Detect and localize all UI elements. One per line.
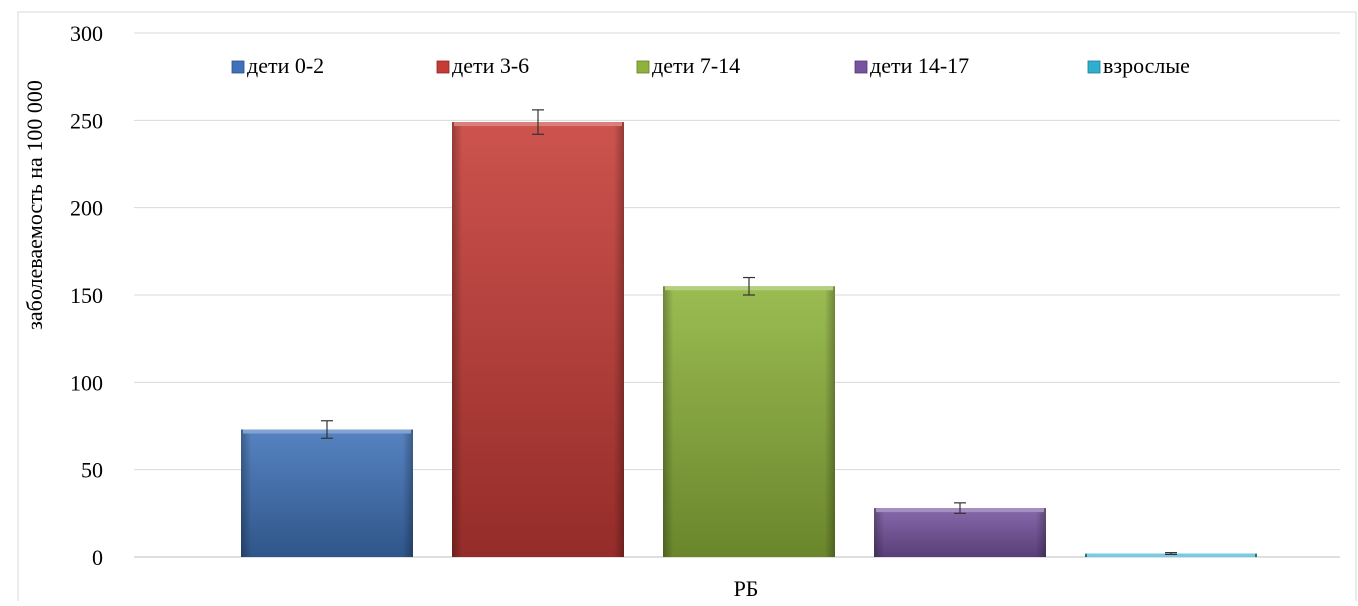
y-tick-label: 0 — [92, 545, 103, 570]
legend-label-дети-14-17: дети 14-17 — [870, 53, 969, 78]
legend-label-дети-0-2: дети 0-2 — [247, 53, 324, 78]
bars — [241, 109, 1257, 557]
legend-label-дети-3-6: дети 3-6 — [452, 53, 529, 78]
bar-shading-дети-7-14 — [663, 286, 835, 557]
legend-swatch-дети-14-17 — [854, 60, 868, 74]
legend-label-дети-7-14: дети 7-14 — [652, 53, 740, 78]
legend-swatch-дети-0-2 — [231, 60, 245, 74]
y-tick-label: 50 — [81, 458, 103, 483]
error-bar-дети-7-14 — [743, 276, 755, 296]
legend-swatch-дети-3-6 — [436, 60, 450, 74]
chart-frame — [17, 11, 1357, 606]
legend-swatch-дети-7-14 — [636, 60, 650, 74]
legend-label-взрослые: взрослые — [1103, 53, 1190, 78]
y-axis-label: заболеваемость на 100 000 — [22, 80, 47, 330]
legend: дети 0-2 дети 3-6 дети 7-14 дети 14-17 взрос… — [231, 53, 1190, 78]
y-tick-label: 250 — [70, 108, 103, 133]
error-bar-дети-14-17 — [954, 502, 966, 514]
legend-swatch-взрослые — [1087, 60, 1101, 74]
y-tick-label: 100 — [70, 370, 103, 395]
bar-shading-дети-0-2 — [241, 429, 413, 557]
x-axis-label: РБ — [734, 576, 759, 601]
y-tick-label: 300 — [70, 21, 103, 46]
error-bar-дети-0-2 — [321, 420, 333, 439]
y-tick-label: 150 — [70, 283, 103, 308]
bar-highlight-взрослые — [1087, 553, 1255, 557]
bar-shading-дети-3-6 — [452, 122, 624, 557]
error-bar-дети-3-6 — [532, 109, 544, 135]
y-tick-label: 200 — [70, 196, 103, 221]
error-bar-взрослые — [1165, 552, 1177, 555]
bar-shading-дети-14-17 — [874, 508, 1046, 557]
